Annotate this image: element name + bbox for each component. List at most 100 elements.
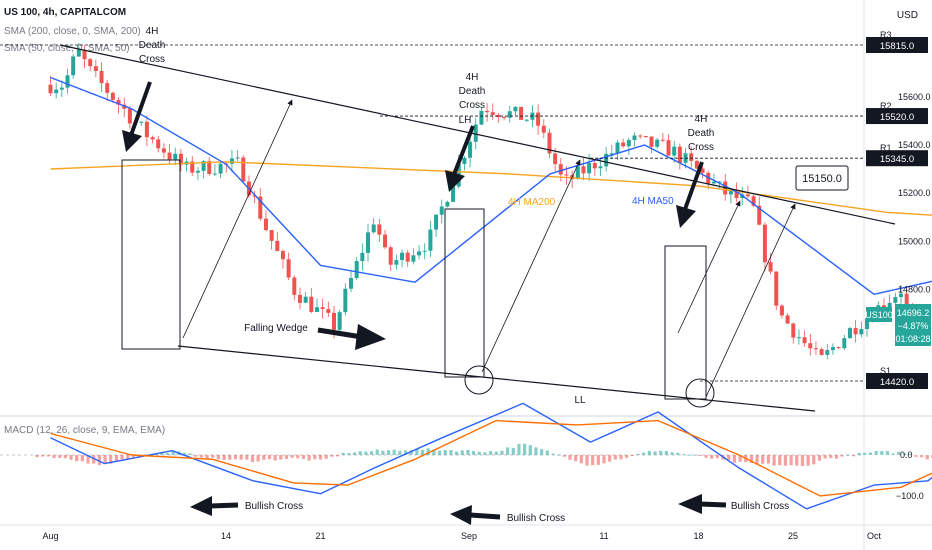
candle-body [116, 99, 121, 105]
candle-body [178, 153, 183, 165]
candle-body [666, 140, 671, 156]
candle-body [127, 108, 132, 124]
wedge-upper-line [59, 44, 896, 225]
macd-bar [188, 453, 192, 455]
candle-body [314, 307, 319, 312]
macd-bar [766, 455, 771, 464]
death-cross-2-line-3: Cross [459, 100, 485, 111]
macd-legend[interactable]: MACD (12, 26, close, 9, EMA, EMA) [4, 425, 166, 436]
macd-bar [902, 453, 907, 455]
macd-bar [868, 452, 873, 455]
candle-body [813, 348, 818, 350]
current-change: −4.87% [898, 321, 929, 331]
macd-bar [233, 455, 238, 460]
candle-body [326, 309, 331, 313]
macd-bar [914, 455, 918, 457]
candle-body [161, 148, 166, 153]
candle-body [689, 153, 694, 161]
candle-body [564, 174, 569, 176]
macd-bar [715, 455, 719, 459]
candle-body [887, 302, 892, 309]
candle-body [677, 146, 682, 163]
ma200-label: 4H MA200 [508, 197, 556, 208]
price-ticks: 15600.0 15400.0 15200.0 15000.0 14800.0 [898, 92, 931, 295]
bullish-cross-1-label: Bullish Cross [245, 501, 303, 512]
candle-body [139, 121, 144, 123]
candle-body [65, 75, 70, 88]
candle-body [536, 112, 541, 126]
macd-bar [290, 455, 294, 458]
macd-bar [483, 452, 487, 455]
candle-body [383, 234, 388, 248]
macd-bar [347, 453, 351, 455]
candle-body [473, 124, 478, 142]
projection-line-2 [705, 203, 796, 398]
macd-bar [806, 455, 810, 466]
candle-body [93, 66, 98, 71]
macd-bar [908, 453, 912, 455]
macd-bar [279, 455, 283, 460]
symbol-title: US 100, 4h, CAPITALCOM [4, 7, 127, 18]
macd-bar [885, 451, 890, 455]
macd-bar [778, 455, 782, 466]
candle-body [462, 157, 467, 164]
candle-body [434, 214, 439, 230]
time-tick-label: Oct [867, 531, 882, 541]
symbol-badge-label: US100 [865, 310, 893, 320]
candle-body [553, 153, 558, 165]
macd-bar [506, 447, 510, 455]
macd-bar [517, 443, 521, 455]
level-value-s1: 14420.0 [880, 377, 914, 388]
currency-label: USD [896, 10, 918, 21]
candle-body [847, 328, 852, 339]
candle-body [768, 262, 773, 272]
macd-bar [80, 455, 84, 462]
candle-body [859, 329, 864, 335]
candle-body [513, 106, 518, 112]
macd-bar [114, 455, 118, 462]
ma50-label: 4H MA50 [632, 196, 674, 207]
death-cross-3-line-1: 4H [695, 114, 708, 125]
macd-bar [562, 455, 566, 457]
death-cross-box-3 [664, 245, 707, 400]
candle-body [360, 252, 365, 262]
death-cross-2-line-2: Death [459, 86, 486, 97]
candle-body [156, 139, 161, 149]
candle-body [626, 140, 631, 147]
candle-body [700, 168, 705, 173]
death-cross-arrow-3 [676, 161, 704, 228]
death-cross-3-line-3: Cross [688, 142, 714, 153]
sma50-legend[interactable]: SMA (50, close, 0, SMA, 50) [4, 43, 130, 54]
macd-bar [642, 452, 646, 455]
macd-bar [880, 451, 884, 455]
macd-bar [301, 455, 306, 459]
sma200-line [50, 161, 932, 216]
macd-bar [437, 450, 442, 455]
time-tick-label: Aug [42, 531, 58, 541]
current-price: 14696.2 [897, 308, 930, 318]
macd-bar [749, 455, 754, 463]
sma200-legend[interactable]: SMA (200, close, 0, SMA, 200) [4, 26, 141, 37]
candle-body [808, 343, 813, 349]
candle-body [899, 293, 903, 298]
death-cross-arrow-1 [122, 81, 152, 152]
macd-bar [330, 455, 334, 457]
candle-body [785, 315, 790, 324]
macd-bar [335, 455, 340, 457]
macd-bar [738, 455, 742, 462]
macd-bar [647, 450, 651, 455]
level-badge-r1 [866, 150, 928, 167]
candle-body [394, 260, 399, 265]
macd-bar [919, 455, 924, 458]
macd-bar [143, 454, 147, 456]
macd-bar [511, 447, 515, 455]
macd-bar [840, 455, 844, 457]
bullish-cross-3-label: Bullish Cross [731, 501, 789, 512]
macd-bar [772, 455, 776, 466]
candle-body [672, 146, 677, 156]
macd-bar [341, 452, 345, 455]
low-circle-2 [685, 378, 715, 408]
projection-line-1 [677, 200, 741, 334]
rally-line-2 [481, 159, 581, 373]
